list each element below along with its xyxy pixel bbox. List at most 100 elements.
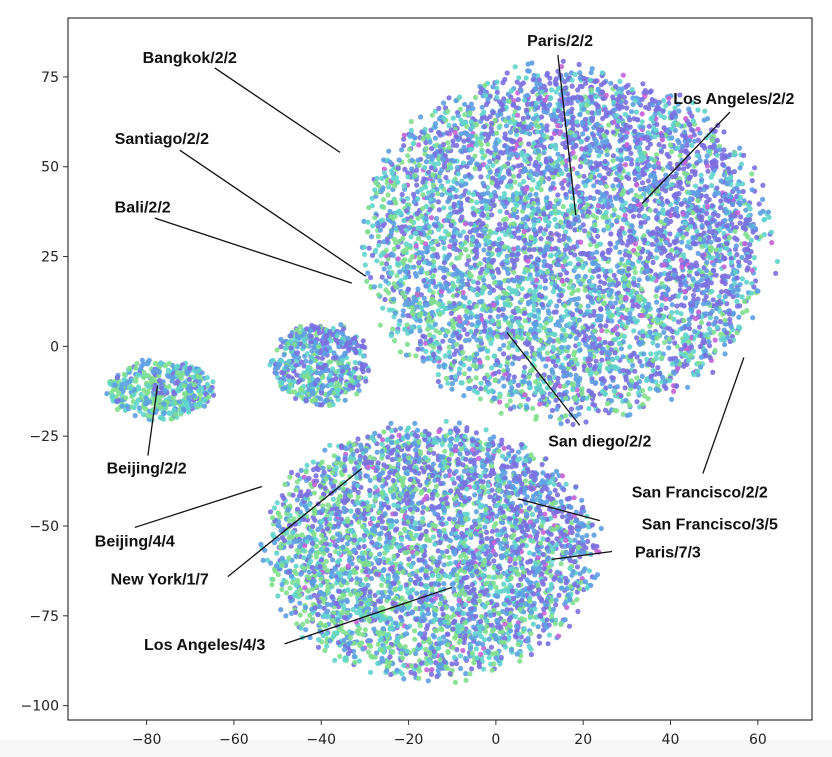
scatter-point: [468, 329, 474, 335]
scatter-point: [592, 222, 598, 228]
scatter-point: [366, 245, 372, 251]
scatter-point: [547, 300, 553, 306]
scatter-point: [563, 166, 570, 172]
scatter-point: [448, 222, 454, 228]
scatter-point: [474, 303, 480, 309]
scatter-point: [661, 143, 667, 150]
scatter-point: [616, 183, 622, 189]
scatter-point: [601, 300, 607, 307]
scatter-point: [642, 202, 649, 208]
scatter-point: [588, 159, 594, 165]
scatter-point: [523, 75, 529, 81]
scatter-point: [405, 153, 411, 159]
scatter-point: [402, 257, 408, 263]
scatter-point: [515, 251, 521, 257]
scatter-point: [606, 122, 612, 128]
scatter-point: [539, 301, 546, 308]
scatter-point: [559, 160, 566, 166]
scatter-point: [628, 150, 634, 156]
scatter-point: [745, 254, 751, 260]
scatter-point: [734, 252, 740, 258]
scatter-point: [529, 101, 535, 107]
scatter-point: [555, 123, 561, 129]
scatter-point: [699, 223, 705, 229]
scatter-point: [451, 158, 457, 164]
scatter-point: [645, 396, 651, 402]
scatter-point: [623, 397, 629, 403]
scatter-point: [692, 169, 698, 175]
scatter-point: [544, 70, 551, 76]
scatter-point: [489, 212, 495, 218]
scatter-point: [547, 414, 554, 420]
scatter-point: [499, 261, 505, 267]
scatter-point: [672, 211, 678, 217]
scatter-point: [692, 263, 698, 269]
scatter-point: [555, 151, 561, 157]
scatter-point: [648, 156, 654, 162]
scatter-point: [596, 273, 602, 279]
scatter-point: [509, 139, 515, 145]
scatter-point: [593, 380, 599, 386]
scatter-point: [549, 143, 556, 149]
scatter-point: [669, 126, 675, 132]
scatter-point: [375, 233, 381, 239]
scatter-point: [631, 196, 637, 202]
scatter-point: [635, 251, 641, 257]
scatter-point: [621, 230, 627, 236]
scatter-point: [706, 197, 712, 203]
scatter-point: [391, 338, 398, 344]
scatter-point: [467, 355, 474, 361]
scatter-point: [736, 314, 742, 320]
scatter-point: [436, 207, 442, 213]
scatter-point: [652, 134, 658, 140]
scatter-point: [388, 271, 394, 277]
scatter-point: [618, 346, 625, 352]
scatter-point: [513, 128, 520, 134]
scatter-point: [611, 364, 618, 370]
scatter-point: [595, 209, 601, 215]
scatter-point: [510, 328, 516, 334]
scatter-point: [727, 251, 733, 257]
scatter-point: [668, 314, 674, 320]
scatter-point: [396, 261, 402, 267]
scatter-point: [413, 243, 419, 249]
scatter-point: [683, 116, 689, 122]
scatter-point: [610, 357, 616, 363]
scatter-point: [646, 162, 652, 169]
scatter-point: [715, 213, 721, 219]
scatter-point: [476, 275, 483, 281]
scatter-point: [550, 174, 556, 180]
scatter-point: [374, 175, 380, 181]
scatter-point: [400, 312, 406, 318]
scatter-point: [440, 155, 446, 161]
scatter-point: [578, 102, 584, 108]
scatter-point: [585, 294, 591, 300]
scatter-point: [446, 122, 452, 129]
scatter-point: [523, 107, 530, 113]
scatter-point: [697, 236, 703, 242]
scatter-point: [401, 249, 407, 255]
scatter-point: [496, 247, 502, 253]
scatter-point: [561, 365, 567, 372]
scatter-point: [694, 271, 700, 277]
scatter-point: [550, 370, 556, 376]
scatter-point: [441, 275, 447, 281]
scatter-point: [526, 380, 532, 386]
scatter-point: [483, 202, 489, 209]
scatter-point: [647, 207, 653, 213]
scatter-point: [634, 399, 640, 405]
scatter-point: [496, 307, 502, 313]
scatter-point: [737, 165, 743, 171]
scatter-point: [650, 275, 657, 281]
scatter-point: [460, 294, 466, 300]
scatter-point: [472, 166, 478, 172]
scatter-point: [544, 269, 551, 275]
scatter-point: [662, 379, 669, 385]
scatter-point: [655, 210, 662, 216]
scatter-point: [640, 328, 646, 334]
scatter-point: [459, 242, 466, 248]
scatter-point: [707, 224, 713, 231]
scatter-point: [429, 193, 435, 199]
scatter-point: [591, 308, 597, 314]
scatter-point: [674, 359, 680, 365]
